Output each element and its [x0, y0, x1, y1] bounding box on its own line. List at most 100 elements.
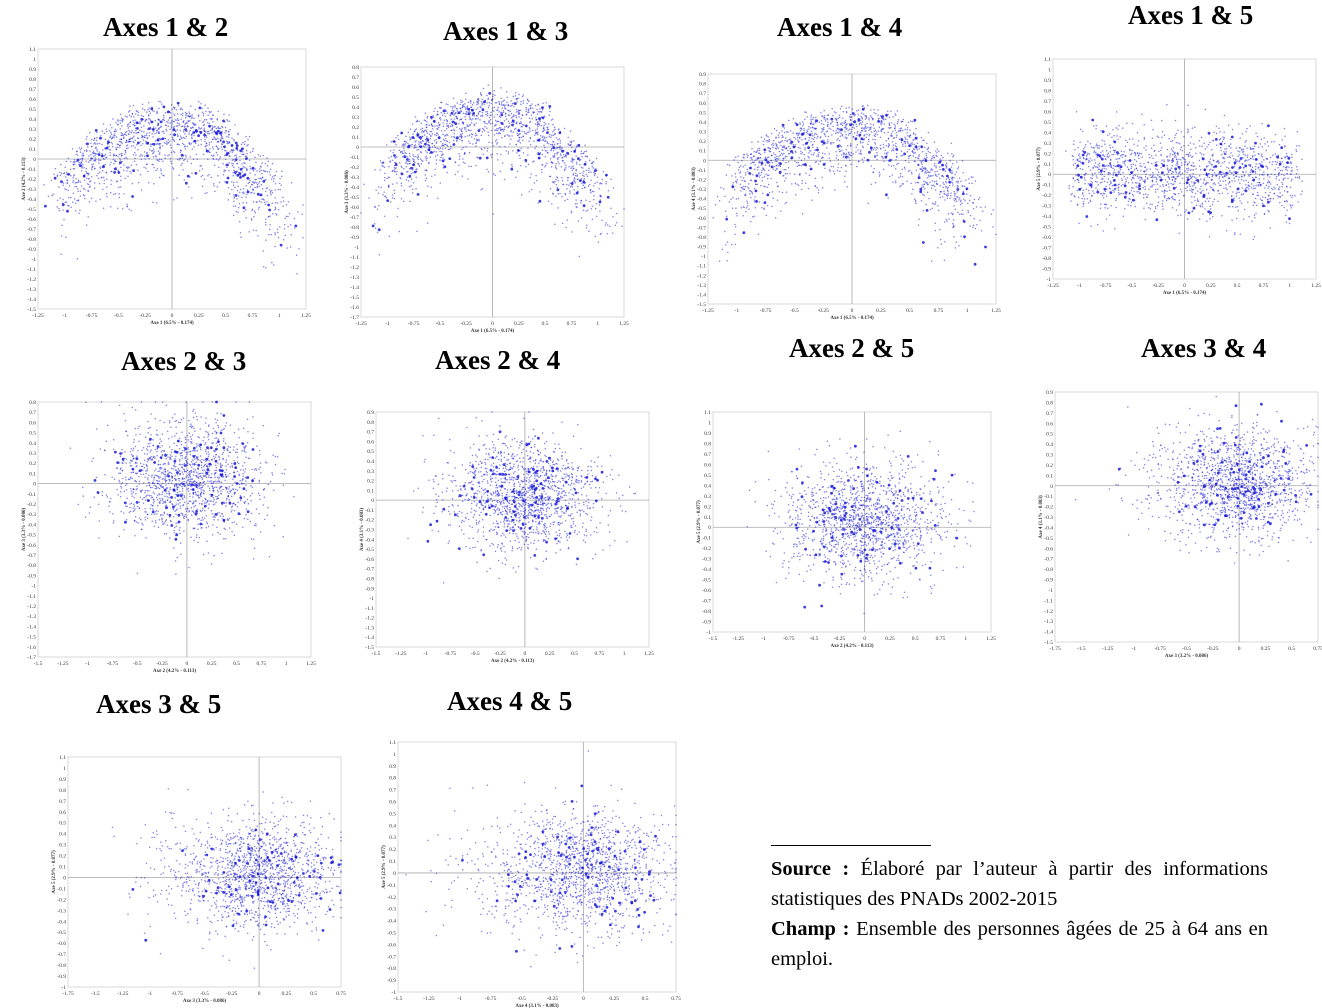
scatter-point — [129, 126, 131, 128]
scatter-point — [575, 199, 577, 201]
scatter-point — [857, 149, 859, 151]
scatter-point — [847, 145, 849, 147]
scatter-point — [893, 147, 895, 149]
scatter-point — [911, 193, 913, 195]
scatter-point — [259, 194, 261, 196]
scatter-point — [478, 112, 480, 114]
x-tick-label: 0.25 — [1206, 283, 1216, 289]
scatter-point — [542, 164, 544, 166]
scatter-point — [751, 157, 753, 159]
scatter-point — [82, 155, 84, 157]
scatter-point — [147, 171, 149, 173]
scatter-point — [496, 132, 498, 134]
scatter-point — [875, 182, 877, 184]
scatter-point — [771, 160, 773, 162]
scatter-point — [898, 163, 900, 165]
scatter-point — [178, 144, 180, 146]
scatter-point — [1125, 180, 1127, 182]
scatter-point — [778, 162, 780, 164]
scatter-point — [554, 127, 556, 129]
scatter-point — [185, 112, 187, 114]
scatter-point — [1154, 211, 1156, 213]
scatter-point — [432, 146, 434, 148]
scatter-point — [146, 111, 148, 113]
scatter-point — [267, 165, 269, 167]
scatter-point — [926, 209, 929, 212]
scatter-point — [896, 146, 898, 148]
scatter-point — [922, 151, 924, 153]
scatter-point — [131, 130, 133, 132]
scatter-point — [446, 172, 448, 174]
scatter-point — [95, 129, 98, 132]
scatter-point — [290, 234, 292, 236]
scatter-point — [423, 131, 425, 133]
scatter-point — [416, 231, 418, 233]
scatter-point — [111, 171, 113, 173]
scatter-point — [827, 139, 829, 141]
scatter-point — [454, 105, 456, 107]
scatter-point — [388, 166, 390, 168]
scatter-point — [745, 211, 747, 213]
scatter-point — [911, 172, 913, 174]
scatter-point — [1228, 183, 1230, 185]
scatter-point — [895, 125, 897, 127]
scatter-point — [109, 130, 111, 132]
scatter-point — [513, 96, 515, 98]
scatter-point — [165, 128, 167, 130]
scatter-point — [75, 154, 77, 156]
scatter-point — [475, 133, 477, 135]
scatter-point — [426, 121, 428, 123]
scatter-point — [511, 113, 513, 115]
scatter-point — [1083, 148, 1085, 150]
scatter-point — [375, 190, 377, 192]
scatter-point — [165, 112, 167, 114]
scatter-point — [862, 159, 864, 161]
scatter-point — [197, 158, 199, 160]
scatter-point — [974, 263, 977, 266]
scatter-point — [842, 117, 844, 119]
scatter-point — [84, 180, 86, 182]
scatter-point — [453, 140, 455, 142]
scatter-point — [406, 141, 408, 143]
scatter-point — [80, 149, 82, 151]
scatter-point — [887, 197, 889, 199]
scatter-point — [494, 174, 496, 176]
scatter-point — [512, 120, 515, 123]
scatter-point — [106, 186, 108, 188]
scatter-point — [255, 230, 257, 232]
scatter-point — [905, 138, 907, 140]
scatter-point — [775, 169, 777, 171]
scatter-point — [393, 154, 396, 157]
scatter-point — [575, 203, 577, 205]
scatter-point — [128, 111, 130, 113]
scatter-point — [568, 166, 570, 168]
scatter-point — [894, 127, 896, 129]
y-tick-label: -1.5 — [350, 295, 359, 301]
scatter-point — [553, 193, 555, 195]
scatter-point — [500, 133, 502, 135]
scatter-point — [724, 196, 726, 198]
scatter-point — [129, 110, 131, 112]
scatter-point — [140, 154, 142, 156]
scatter-point — [930, 175, 932, 177]
scatter-point — [239, 160, 241, 162]
scatter-point — [789, 173, 791, 175]
scatter-point — [889, 122, 891, 124]
scatter-point — [902, 155, 904, 157]
scatter-point — [958, 199, 960, 201]
scatter-point — [955, 247, 957, 249]
scatter-point — [236, 163, 238, 165]
scatter-point — [829, 158, 831, 160]
scatter-point — [227, 141, 229, 143]
scatter-point — [779, 162, 781, 164]
scatter-point — [957, 180, 959, 182]
scatter-point — [837, 124, 839, 126]
scatter-point — [253, 181, 255, 183]
y-tick-label: 0.2 — [29, 137, 36, 143]
scatter-point — [153, 167, 155, 169]
scatter-point — [752, 174, 754, 176]
scatter-point — [204, 141, 206, 143]
scatter-point — [770, 178, 772, 180]
scatter-point — [1151, 204, 1153, 206]
scatter-point — [127, 205, 129, 207]
